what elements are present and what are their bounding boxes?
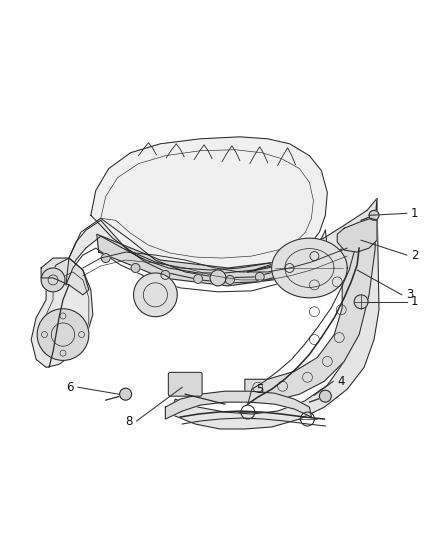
Circle shape xyxy=(225,276,234,285)
Circle shape xyxy=(41,268,65,292)
Circle shape xyxy=(37,309,88,360)
Circle shape xyxy=(120,388,131,400)
FancyBboxPatch shape xyxy=(168,373,201,396)
Polygon shape xyxy=(69,220,321,283)
Text: 4: 4 xyxy=(336,375,344,388)
Polygon shape xyxy=(271,238,346,298)
Circle shape xyxy=(209,270,226,286)
Polygon shape xyxy=(165,391,311,419)
Circle shape xyxy=(101,254,110,263)
Text: 5: 5 xyxy=(255,383,262,395)
Circle shape xyxy=(309,252,318,261)
Circle shape xyxy=(131,263,140,272)
Text: 2: 2 xyxy=(410,248,417,262)
Circle shape xyxy=(193,274,202,284)
Circle shape xyxy=(318,390,331,402)
Polygon shape xyxy=(244,198,376,401)
Polygon shape xyxy=(91,137,327,270)
Circle shape xyxy=(133,273,177,317)
Circle shape xyxy=(160,270,170,279)
Text: 3: 3 xyxy=(405,288,412,301)
Polygon shape xyxy=(41,258,88,295)
Text: 8: 8 xyxy=(125,415,132,427)
Circle shape xyxy=(353,295,367,309)
Polygon shape xyxy=(170,198,378,429)
Polygon shape xyxy=(31,258,92,367)
Polygon shape xyxy=(336,219,376,252)
Text: 1: 1 xyxy=(410,295,417,308)
Text: 6: 6 xyxy=(66,381,74,394)
Circle shape xyxy=(368,211,378,220)
Text: 1: 1 xyxy=(410,207,417,220)
Circle shape xyxy=(254,272,264,281)
Polygon shape xyxy=(96,234,324,286)
Circle shape xyxy=(284,263,293,272)
